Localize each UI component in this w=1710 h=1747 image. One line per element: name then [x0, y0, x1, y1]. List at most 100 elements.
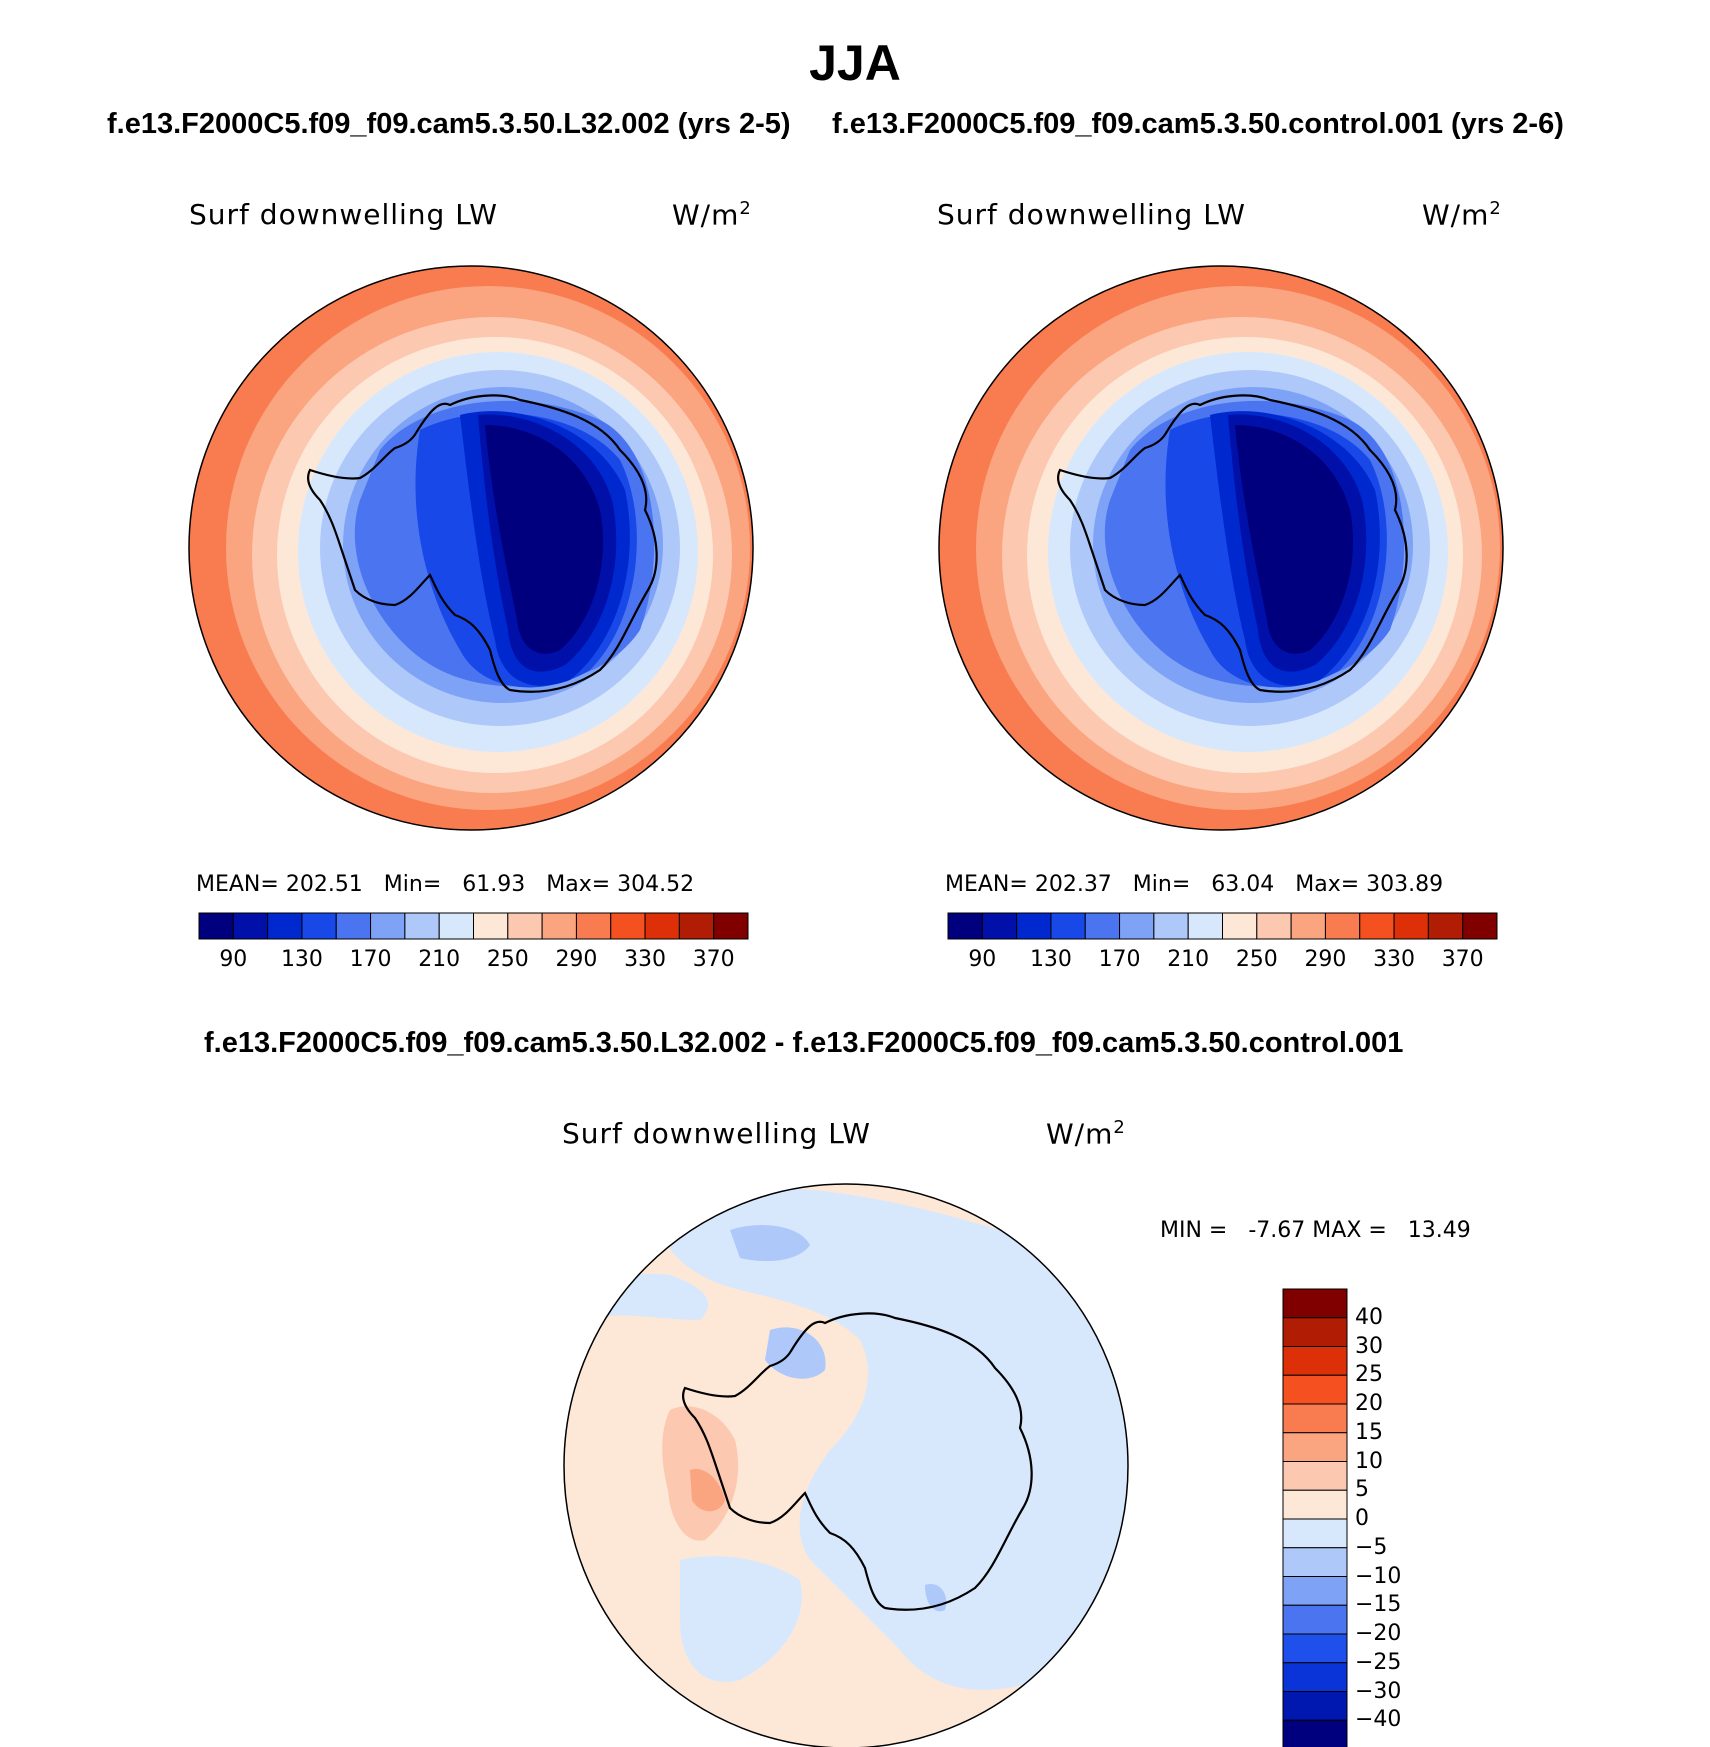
panel-1-colorbar-swatch [267, 912, 303, 940]
diff-colorbar-swatch [1282, 1633, 1348, 1664]
panel-2-colorbar-swatch [1324, 912, 1361, 940]
diff-colorbar-swatch [1282, 1662, 1348, 1692]
panel-1-colorbar-swatch [678, 912, 715, 940]
panel-1-colorbar-swatch [507, 912, 543, 940]
panel-1-colorbar-swatch [404, 912, 440, 940]
diff-colorbar-swatch [1282, 1604, 1348, 1635]
diff-colorbar [1282, 1288, 1348, 1747]
panel-1-colorbar-tick-label: 130 [280, 947, 323, 972]
diff-units-label: W/m2 [1046, 1117, 1126, 1151]
diff-colorbar-tick-label: −40 [1355, 1707, 1402, 1733]
panel-2-coastline [1056, 394, 1408, 693]
panel-2-colorbar-swatch [1393, 912, 1429, 940]
diff-colorbar-swatch [1282, 1346, 1348, 1376]
panel-1-case-title: f.e13.F2000C5.f09_f09.cam5.3.50.L32.002 … [107, 108, 791, 140]
diff-colorbar-tick-label: −10 [1355, 1563, 1402, 1589]
panel-1-colorbar-swatch [473, 912, 509, 940]
panel-1-colorbar-tick-label: 250 [486, 947, 529, 972]
panel-2-colorbar-tick-label: 330 [1373, 947, 1416, 972]
diff-colorbar-swatch [1282, 1691, 1348, 1721]
diff-colorbar-swatch [1282, 1288, 1348, 1319]
panel-1-units-label: W/m2 [672, 198, 752, 232]
diff-colorbar-tick-label: −20 [1355, 1621, 1402, 1646]
diff-panel-title: f.e13.F2000C5.f09_f09.cam5.3.50.L32.002 … [204, 1027, 1404, 1059]
panel-2-colorbar-swatch [1359, 912, 1395, 940]
panel-2-colorbar-tick-label: 290 [1304, 947, 1347, 972]
panel-1-colorbar-tick-label: 370 [692, 947, 735, 972]
panel-2-units-label: W/m2 [1422, 198, 1502, 232]
diff-colorbar-swatch [1282, 1374, 1348, 1405]
panel-1-colorbar-swatch [438, 912, 474, 940]
panel-2-colorbar-swatch [1427, 912, 1464, 940]
diff-colorbar-tick-label: 5 [1355, 1477, 1369, 1503]
panel-2-colorbar-swatch [1016, 912, 1052, 940]
panel-2-colorbar-swatch [1222, 912, 1258, 940]
diff-colorbar-tick-label: −5 [1355, 1534, 1388, 1560]
diff-colorbar-swatch [1282, 1518, 1348, 1549]
diff-colorbar-tick-label: −15 [1355, 1592, 1402, 1618]
panel-2-map-border [938, 265, 1504, 831]
figure-title: JJA [809, 35, 901, 91]
panel-2-colorbar [947, 912, 1498, 940]
panel-1-colorbar [198, 912, 749, 940]
panel-1-map-border [188, 265, 754, 831]
diff-colorbar-swatch [1282, 1719, 1348, 1747]
panel-1-colorbar-swatch [370, 912, 406, 940]
panel-2-colorbar-swatch [947, 912, 983, 940]
panel-2-colorbar-tick-label: 210 [1167, 947, 1210, 972]
panel-1-colorbar-swatch [644, 912, 680, 940]
panel-2-colorbar-tick-label: 170 [1098, 947, 1141, 972]
panel-2-colorbar-swatch [981, 912, 1018, 940]
diff-colorbar-swatch [1282, 1403, 1348, 1434]
panel-2-colorbar-tick-label: 370 [1441, 947, 1484, 972]
diff-variable-label: Surf downwelling LW [562, 1117, 871, 1150]
diff-coastline [681, 1312, 1033, 1611]
panel-1-colorbar-tick-label: 290 [555, 947, 598, 972]
diff-colorbar-tick-label: 40 [1355, 1304, 1383, 1330]
panel-2-colorbar-swatch [1290, 912, 1326, 940]
panel-2-colorbar-swatch [1187, 912, 1223, 940]
panel-1-colorbar-swatch [232, 912, 269, 940]
diff-colorbar-tick-label: 10 [1355, 1448, 1383, 1474]
panel-1-colorbar-swatch [541, 912, 577, 940]
diff-colorbar-swatch [1282, 1317, 1348, 1347]
diff-colorbar-tick-label: −25 [1355, 1649, 1402, 1675]
panel-1-colorbar-tick-label: 330 [624, 947, 667, 972]
panel-2-stats: MEAN= 202.37 Min= 63.04 Max= 303.89 [945, 872, 1444, 897]
diff-colorbar-tick-label: −30 [1355, 1678, 1402, 1704]
diff-colorbar-tick-label: 30 [1355, 1333, 1383, 1359]
panel-2-colorbar-tick-label: 250 [1235, 947, 1278, 972]
panel-2-colorbar-swatch [1050, 912, 1086, 940]
panel-1-colorbar-tick-label: 170 [349, 947, 392, 972]
panel-1-variable-label: Surf downwelling LW [189, 198, 498, 231]
diff-colorbar-swatch [1282, 1547, 1348, 1577]
panel-1-coastline [306, 394, 658, 693]
panel-1-colorbar-swatch [198, 912, 234, 940]
diff-colorbar-tick-label: 25 [1355, 1362, 1383, 1388]
panel-1-colorbar-swatch [301, 912, 337, 940]
panel-2-colorbar-swatch [1084, 912, 1121, 940]
panel-1-colorbar-swatch [713, 912, 749, 940]
diff-minmax: MIN = -7.67 MAX = 13.49 [1160, 1218, 1471, 1243]
panel-1-colorbar-tick-label: 210 [418, 947, 461, 972]
panel-1-colorbar-swatch [335, 912, 372, 940]
panel-2-colorbar-swatch [1119, 912, 1155, 940]
panel-2-colorbar-swatch [1462, 912, 1498, 940]
panel-2-colorbar-swatch [1153, 912, 1189, 940]
diff-colorbar-tick-label: 20 [1355, 1391, 1383, 1416]
diff-colorbar-swatch [1282, 1576, 1348, 1606]
panel-1-colorbar-tick-label: 90 [219, 947, 248, 972]
panel-2-colorbar-swatch [1256, 912, 1292, 940]
panel-1-map [189, 266, 753, 830]
diff-colorbar-swatch [1282, 1461, 1348, 1491]
diff-colorbar-tick-label: 15 [1355, 1419, 1383, 1445]
diff-colorbar-tick-label: 0 [1355, 1506, 1369, 1531]
panel-1-colorbar-swatch [575, 912, 612, 940]
diff-map [564, 1184, 1128, 1747]
panel-2-map [939, 266, 1503, 830]
panel-2-colorbar-tick-label: 90 [968, 947, 997, 972]
panel-2-colorbar-tick-label: 130 [1029, 947, 1072, 972]
panel-1-colorbar-swatch [610, 912, 646, 940]
diff-map-border [563, 1183, 1129, 1747]
